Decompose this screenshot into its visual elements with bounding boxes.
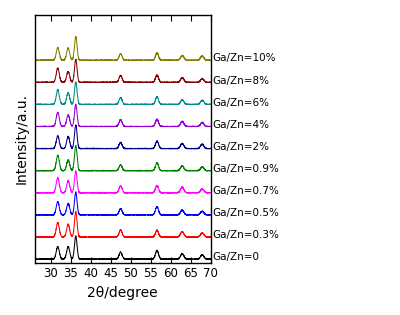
Text: Ga/Zn=0.3%: Ga/Zn=0.3% bbox=[213, 230, 280, 240]
Text: Ga/Zn=2%: Ga/Zn=2% bbox=[213, 142, 270, 152]
Text: Ga/Zn=8%: Ga/Zn=8% bbox=[213, 76, 270, 86]
Text: Ga/Zn=0.7%: Ga/Zn=0.7% bbox=[213, 186, 280, 196]
Text: Ga/Zn=4%: Ga/Zn=4% bbox=[213, 120, 270, 130]
Text: Ga/Zn=6%: Ga/Zn=6% bbox=[213, 98, 270, 108]
Text: Ga/Zn=0.5%: Ga/Zn=0.5% bbox=[213, 208, 280, 218]
X-axis label: 2θ/degree: 2θ/degree bbox=[87, 286, 158, 300]
Text: Ga/Zn=0.9%: Ga/Zn=0.9% bbox=[213, 164, 280, 174]
Text: Ga/Zn=0: Ga/Zn=0 bbox=[213, 252, 260, 262]
Text: Ga/Zn=10%: Ga/Zn=10% bbox=[213, 54, 276, 63]
Y-axis label: Intensity/a.u.: Intensity/a.u. bbox=[15, 93, 29, 184]
